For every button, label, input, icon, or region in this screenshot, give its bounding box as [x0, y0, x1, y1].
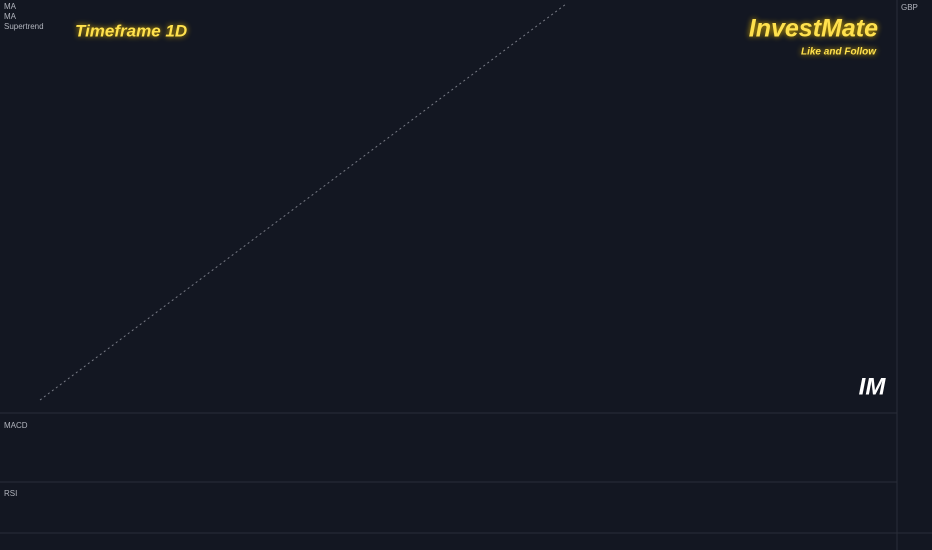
legend-entry: MA — [4, 2, 17, 11]
pane-title: RSI — [4, 489, 17, 498]
brand: InvestMate — [749, 15, 878, 43]
legend-entry: MA — [4, 12, 17, 21]
logo: IM — [859, 373, 887, 400]
chart-title: Timeframe 1D — [75, 21, 187, 40]
tagline: Like and Follow — [801, 47, 877, 58]
pane-title: MACD — [4, 421, 28, 430]
legend-entry: Supertrend — [4, 22, 44, 31]
currency-label: GBP — [901, 3, 918, 12]
